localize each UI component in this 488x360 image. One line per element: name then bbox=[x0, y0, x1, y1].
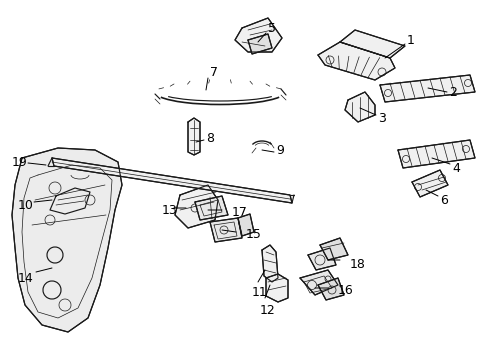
Text: 11: 11 bbox=[251, 285, 267, 298]
Polygon shape bbox=[195, 196, 227, 220]
Polygon shape bbox=[262, 245, 278, 282]
Text: 17: 17 bbox=[231, 206, 247, 219]
Text: 10: 10 bbox=[18, 198, 34, 212]
Text: 19: 19 bbox=[12, 156, 28, 168]
Polygon shape bbox=[345, 92, 374, 122]
Polygon shape bbox=[379, 75, 474, 102]
Polygon shape bbox=[397, 140, 474, 168]
Text: 1: 1 bbox=[406, 33, 414, 46]
Polygon shape bbox=[307, 248, 335, 270]
Polygon shape bbox=[187, 118, 200, 155]
Text: 13: 13 bbox=[162, 203, 177, 216]
Text: 7: 7 bbox=[209, 66, 218, 78]
Polygon shape bbox=[317, 278, 343, 300]
Text: 14: 14 bbox=[18, 271, 34, 284]
Polygon shape bbox=[52, 158, 291, 203]
Text: 8: 8 bbox=[205, 131, 214, 144]
Polygon shape bbox=[317, 42, 394, 80]
Text: 12: 12 bbox=[260, 303, 275, 316]
Text: 2: 2 bbox=[448, 86, 456, 99]
Text: 15: 15 bbox=[245, 228, 262, 240]
Polygon shape bbox=[247, 34, 271, 54]
Text: 9: 9 bbox=[275, 144, 284, 157]
Text: 6: 6 bbox=[439, 194, 447, 207]
Polygon shape bbox=[411, 170, 447, 197]
Text: 5: 5 bbox=[267, 22, 275, 35]
Polygon shape bbox=[50, 188, 90, 214]
Polygon shape bbox=[209, 218, 242, 242]
Text: 18: 18 bbox=[349, 257, 365, 270]
Polygon shape bbox=[319, 238, 347, 260]
Polygon shape bbox=[235, 18, 282, 52]
Polygon shape bbox=[339, 30, 404, 58]
Polygon shape bbox=[175, 185, 218, 228]
Text: 4: 4 bbox=[451, 162, 459, 175]
Polygon shape bbox=[299, 270, 337, 295]
Text: 16: 16 bbox=[337, 284, 353, 297]
Polygon shape bbox=[238, 214, 253, 236]
Polygon shape bbox=[12, 148, 122, 332]
Text: 3: 3 bbox=[377, 112, 385, 125]
Polygon shape bbox=[265, 274, 287, 302]
